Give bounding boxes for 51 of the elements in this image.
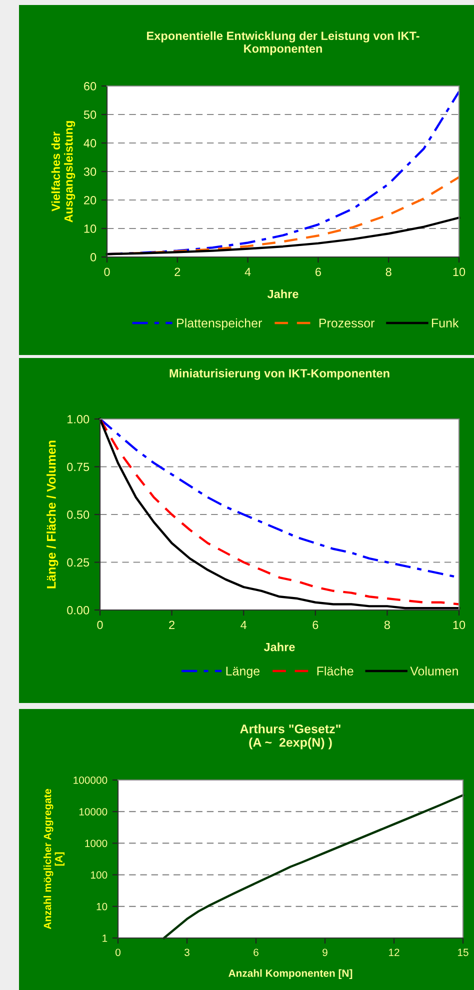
y-tick-label: 10 — [84, 224, 96, 233]
y-tick-label: 10 — [96, 902, 108, 910]
y-tick-label: 100 — [91, 871, 108, 879]
legend-label: Funk — [432, 318, 459, 328]
y-tick-label: 10000 — [79, 808, 108, 816]
x-tick-label: 4 — [240, 620, 247, 629]
y-tick-label: 50 — [84, 110, 96, 119]
line-series — [106, 216, 460, 256]
y-axis-title: Vielfaches der Ausgangsleistung — [51, 121, 76, 222]
y-tick-label: 60 — [84, 82, 96, 90]
y-axis-title: Länge / Fläche / Volumen — [46, 440, 58, 588]
legend-label: Plattenspeicher — [177, 318, 262, 330]
x-tick-label: 2 — [174, 268, 180, 276]
y-tick-label: 1000 — [85, 840, 108, 848]
x-tick-label: 10 — [453, 620, 466, 630]
x-tick-label: 6 — [316, 268, 321, 276]
legend-label: Prozessor — [319, 318, 374, 328]
y-tick-label: 100000 — [74, 776, 108, 784]
legend-label: Fläche — [317, 666, 354, 676]
y-tick-label: 0.50 — [67, 510, 90, 519]
y-tick-label: 0 — [90, 253, 96, 262]
line-series — [162, 794, 464, 940]
x-tick-label: 8 — [384, 620, 390, 630]
x-axis-title: Jahre — [264, 642, 295, 652]
x-tick-label: 12 — [389, 948, 400, 956]
y-tick-label: 0.75 — [67, 462, 90, 472]
x-tick-label: 6 — [254, 948, 258, 956]
x-tick-label: 15 — [458, 948, 468, 956]
chart-title: Exponentielle Entwicklung der Leistung von IKT- Komponenten — [147, 31, 420, 56]
x-tick-label: 0 — [116, 948, 120, 956]
y-axis-title: Anzahl möglicher Aggregate [A] — [44, 788, 64, 930]
x-tick-label: 8 — [386, 268, 392, 276]
chart-title: Arthurs "Gesetz" (A ~ 2exp(N) ) — [240, 724, 340, 750]
legend-label: Volumen — [410, 666, 458, 676]
y-tick-label: 40 — [84, 139, 96, 148]
y-tick-label: 0.25 — [67, 558, 90, 567]
y-tick-label: 20 — [84, 196, 96, 204]
chart-title: Miniaturisierung von IKT-Komponenten — [170, 368, 390, 380]
x-tick-label: 3 — [184, 948, 190, 956]
x-tick-label: 10 — [453, 268, 466, 276]
x-axis-title: Anzahl Komponenten [N] — [228, 969, 352, 979]
x-tick-label: 6 — [312, 620, 318, 630]
legend-label: Länge — [226, 666, 260, 678]
x-tick-label: 4 — [244, 268, 251, 276]
y-tick-label: 30 — [84, 168, 96, 176]
y-tick-label: 1 — [102, 934, 108, 942]
y-tick-label: 0.00 — [67, 606, 90, 614]
y-tick-label: 1.00 — [68, 415, 90, 424]
x-tick-label: 9 — [322, 948, 328, 956]
x-axis-title: Jahre — [267, 290, 298, 298]
x-tick-label: 2 — [169, 620, 174, 629]
